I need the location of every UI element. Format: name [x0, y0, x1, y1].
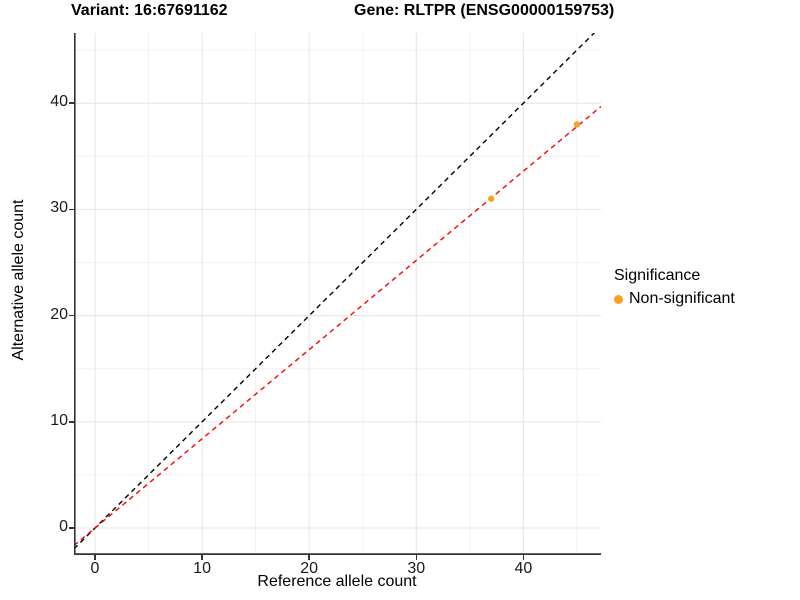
x-tick-mark	[522, 555, 525, 560]
legend-item-label: Non-significant	[629, 290, 735, 307]
x-tick-label: 30	[407, 560, 426, 577]
y-tick-mark	[69, 527, 74, 529]
y-tick-label: 30	[50, 199, 68, 217]
identity-line	[74, 33, 596, 550]
y-tick-label: 10	[50, 411, 68, 429]
x-tick-mark	[94, 555, 96, 560]
legend-title: Significance	[614, 267, 701, 284]
x-tick-label: 40	[514, 560, 533, 577]
fit-line	[74, 105, 601, 547]
legend-point-icon	[614, 294, 623, 304]
x-tick-mark	[415, 555, 418, 560]
legend: Significance Non-significant	[614, 267, 735, 308]
plot-canvas	[74, 33, 601, 555]
y-tick-label: 0	[59, 518, 68, 536]
data-point	[573, 121, 581, 128]
variant-title: Variant: 16:67691162	[71, 2, 228, 19]
x-tick-mark	[308, 555, 310, 560]
legend-item: Non-significant	[614, 290, 735, 308]
x-tick-label: 0	[90, 560, 100, 577]
x-axis-label: Reference allele count	[257, 573, 417, 590]
y-tick-label: 20	[50, 305, 68, 323]
x-tick-mark	[201, 555, 203, 560]
y-tick-mark	[69, 314, 74, 317]
y-tick-mark	[69, 421, 74, 423]
data-point	[488, 195, 495, 202]
x-tick-label: 10	[193, 560, 211, 577]
x-tick-label: 20	[300, 560, 319, 577]
gene-title: Gene: RLTPR (ENSG00000159753)	[354, 2, 615, 19]
y-tick-mark	[69, 102, 74, 104]
y-tick-label: 40	[50, 93, 68, 111]
plot-panel	[74, 33, 601, 555]
y-tick-mark	[69, 208, 74, 211]
